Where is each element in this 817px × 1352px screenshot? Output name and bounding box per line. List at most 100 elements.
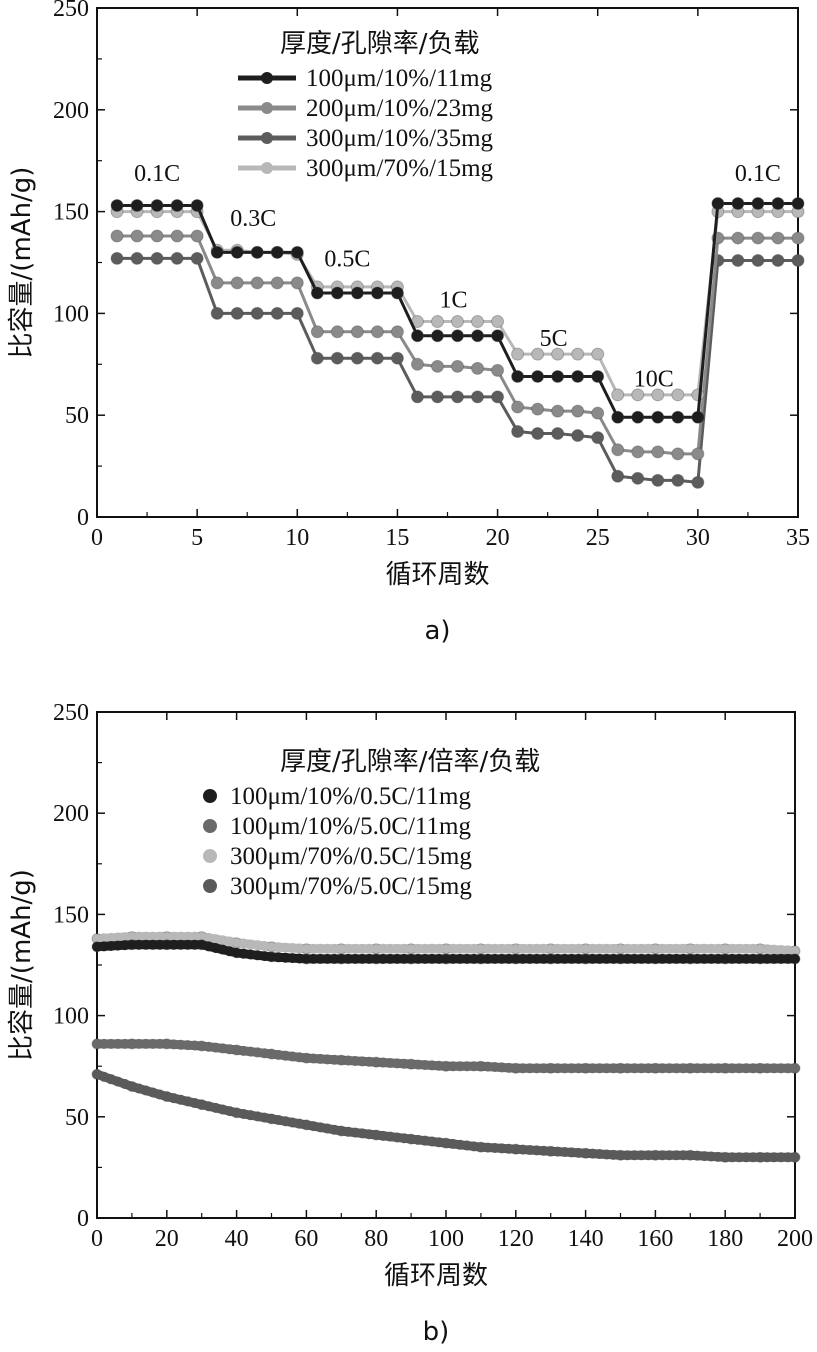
x-tick-label: 60: [294, 1226, 318, 1252]
data-marker: [769, 953, 780, 964]
data-marker: [496, 953, 507, 964]
data-marker: [552, 953, 563, 964]
data-marker: [112, 1038, 123, 1049]
data-marker: [657, 943, 668, 954]
data-point: [370, 325, 384, 339]
data-marker: [594, 953, 605, 964]
legend-swatch-marker: [203, 789, 217, 803]
y-tick-label: 150: [53, 200, 89, 226]
data-point: [691, 475, 705, 489]
data-marker: [734, 953, 745, 964]
data-marker: [357, 953, 368, 964]
data-marker: [517, 953, 528, 964]
data-marker: [741, 1063, 752, 1074]
data-marker: [636, 943, 647, 954]
data-point: [791, 253, 805, 267]
data-point: [350, 286, 364, 300]
data-marker: [657, 1150, 668, 1161]
data-point: [611, 388, 625, 402]
data-marker: [538, 953, 549, 964]
data-point: [651, 473, 665, 487]
x-tick-label: 140: [568, 1226, 604, 1252]
data-point: [110, 229, 124, 243]
data-marker: [664, 1063, 675, 1074]
data-point: [791, 231, 805, 245]
data-marker: [308, 953, 319, 964]
data-marker: [706, 1063, 717, 1074]
legend-entry: 100μm/10%/5.0C/11mg: [230, 813, 471, 840]
data-marker: [671, 1150, 682, 1161]
data-marker: [503, 943, 514, 954]
data-marker: [364, 953, 375, 964]
legend-title: 厚度/孔隙率/倍率/负载: [280, 747, 540, 777]
data-marker: [461, 1061, 472, 1072]
series-3: [91, 1068, 801, 1163]
data-marker: [636, 953, 647, 964]
panel-label: a): [424, 616, 450, 646]
data-point: [531, 347, 545, 361]
data-point: [210, 276, 224, 290]
legend-swatch-marker: [261, 102, 273, 114]
data-marker: [741, 1152, 752, 1163]
data-point: [691, 447, 705, 461]
data-marker: [420, 943, 431, 954]
y-axis-label: 比容量/(mAh/g): [7, 869, 37, 1061]
data-marker: [636, 1150, 647, 1161]
data-marker: [776, 953, 787, 964]
data-point: [230, 276, 244, 290]
data-marker: [119, 1038, 130, 1049]
panel-label: b): [423, 1317, 450, 1347]
data-marker: [175, 931, 186, 942]
data-marker: [350, 953, 361, 964]
data-point: [651, 410, 665, 424]
data-point: [370, 286, 384, 300]
data-marker: [671, 1063, 682, 1074]
data-point: [771, 196, 785, 210]
data-point: [471, 361, 485, 375]
data-marker: [315, 943, 326, 954]
data-point: [170, 198, 184, 212]
data-marker: [783, 945, 794, 956]
data-point: [290, 306, 304, 320]
data-point: [491, 390, 505, 404]
data-marker: [622, 1063, 633, 1074]
x-tick-label: 0: [91, 525, 103, 551]
y-tick-label: 150: [53, 902, 89, 928]
data-marker: [671, 953, 682, 964]
data-point: [110, 251, 124, 265]
y-tick-label: 200: [53, 801, 89, 827]
legend-swatch-marker: [261, 72, 273, 84]
data-marker: [154, 939, 165, 950]
data-point: [250, 276, 264, 290]
data-marker: [468, 943, 479, 954]
data-point: [511, 347, 525, 361]
data-point: [390, 325, 404, 339]
data-point: [671, 410, 685, 424]
data-marker: [224, 1044, 235, 1055]
data-marker: [503, 953, 514, 964]
data-marker: [692, 953, 703, 964]
legend-swatch-marker: [203, 879, 217, 893]
data-marker: [413, 943, 424, 954]
data-point: [350, 325, 364, 339]
legend-entry: 100μm/10%/11mg: [306, 65, 493, 92]
data-marker: [468, 1061, 479, 1072]
data-point: [771, 231, 785, 245]
data-point: [471, 390, 485, 404]
data-marker: [734, 943, 745, 954]
rate-annotation: 1C: [440, 287, 468, 313]
x-tick-label: 180: [707, 1226, 743, 1252]
data-marker: [454, 1061, 465, 1072]
x-tick-label: 25: [586, 525, 610, 551]
data-marker: [594, 943, 605, 954]
data-point: [130, 251, 144, 265]
data-point: [451, 329, 465, 343]
data-marker: [776, 1152, 787, 1163]
data-marker: [447, 953, 458, 964]
legend-swatch-marker: [203, 819, 217, 833]
x-tick-label: 20: [486, 525, 510, 551]
data-marker: [608, 1063, 619, 1074]
legend-swatch-marker: [261, 162, 273, 174]
data-point: [751, 196, 765, 210]
data-marker: [573, 943, 584, 954]
